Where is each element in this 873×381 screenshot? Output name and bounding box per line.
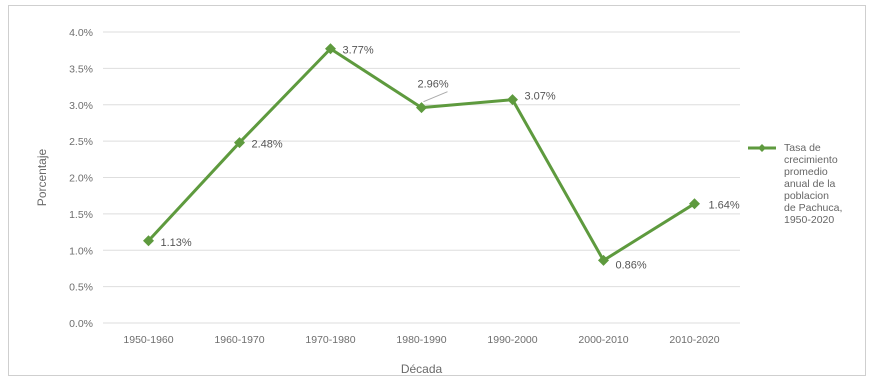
data-point-marker bbox=[598, 254, 609, 266]
x-axis-title: Década bbox=[401, 362, 443, 376]
x-tick-label: 1960-1970 bbox=[214, 334, 264, 346]
data-label: 1.13% bbox=[161, 237, 192, 249]
data-label: 2.96% bbox=[418, 79, 449, 91]
chart-frame bbox=[8, 5, 866, 376]
x-tick-label: 1990-2000 bbox=[487, 334, 537, 346]
y-tick-label: 1.5% bbox=[69, 209, 93, 221]
x-tick-label: 2010-2020 bbox=[669, 334, 719, 346]
y-tick-label: 3.0% bbox=[69, 100, 93, 112]
y-tick-label: 2.0% bbox=[69, 173, 93, 185]
data-label: 0.86% bbox=[616, 259, 647, 271]
y-tick-label: 0.5% bbox=[69, 282, 93, 294]
data-point-marker bbox=[234, 137, 245, 149]
y-tick-label: 0.0% bbox=[69, 318, 93, 330]
y-tick-label: 3.5% bbox=[69, 63, 93, 75]
data-point-marker bbox=[416, 102, 427, 114]
x-tick-label: 1980-1990 bbox=[396, 334, 446, 346]
legend-label: Tasa de crecimiento promedio anual de la pob… bbox=[784, 142, 842, 226]
data-point-marker bbox=[507, 94, 518, 106]
data-label-leader-line bbox=[423, 91, 448, 103]
y-tick-label: 2.5% bbox=[69, 136, 93, 148]
x-tick-label: 2000-2010 bbox=[578, 334, 628, 346]
y-axis-title: Porcentaje bbox=[35, 148, 49, 206]
data-point-marker bbox=[689, 198, 700, 210]
data-label: 3.77% bbox=[343, 45, 374, 57]
y-tick-label: 1.0% bbox=[69, 245, 93, 257]
data-label: 1.64% bbox=[709, 200, 740, 212]
data-label: 3.07% bbox=[525, 91, 556, 103]
y-tick-label: 4.0% bbox=[69, 27, 93, 39]
legend-marker bbox=[758, 144, 766, 152]
x-tick-label: 1950-1960 bbox=[123, 334, 173, 346]
data-label: 2.48% bbox=[252, 139, 283, 151]
data-point-marker bbox=[325, 43, 336, 55]
x-tick-label: 1970-1980 bbox=[305, 334, 355, 346]
data-point-marker bbox=[143, 235, 154, 247]
